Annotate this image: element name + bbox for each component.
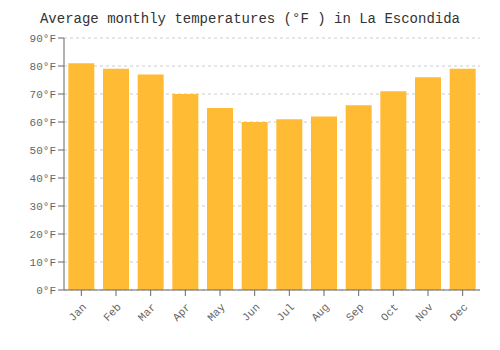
html-text:Average monthly temperatures (: Average monthly temperatures (°F ) in La… (40, 11, 460, 27)
svg-text:80°F: 80°F (30, 61, 56, 73)
svg-text:Jun: Jun (240, 301, 262, 323)
svg-text:Nov: Nov (413, 301, 436, 324)
svg-text:May: May (205, 301, 228, 324)
svg-text:Jan: Jan (67, 301, 89, 323)
svg-text:20°F: 20°F (30, 229, 56, 241)
svg-text:60°F: 60°F (30, 117, 56, 129)
svg-text:30°F: 30°F (30, 201, 56, 213)
svg-text:Apr: Apr (171, 301, 193, 323)
svg-text:Feb: Feb (101, 301, 123, 323)
svg-text:Mar: Mar (136, 301, 158, 323)
svg-text:Jul: Jul (275, 301, 297, 323)
svg-text:Sep: Sep (344, 301, 366, 323)
svg-text:Dec: Dec (448, 301, 470, 323)
svg-text:70°F: 70°F (30, 89, 56, 101)
svg-text:90°F: 90°F (30, 33, 56, 45)
svg-text:10°F: 10°F (30, 257, 56, 269)
svg-text:Oct: Oct (379, 301, 401, 323)
svg-text:Aug: Aug (309, 301, 331, 323)
svg-text:40°F: 40°F (30, 173, 56, 185)
svg-text:50°F: 50°F (30, 145, 56, 157)
svg-text:0°F: 0°F (36, 285, 56, 297)
